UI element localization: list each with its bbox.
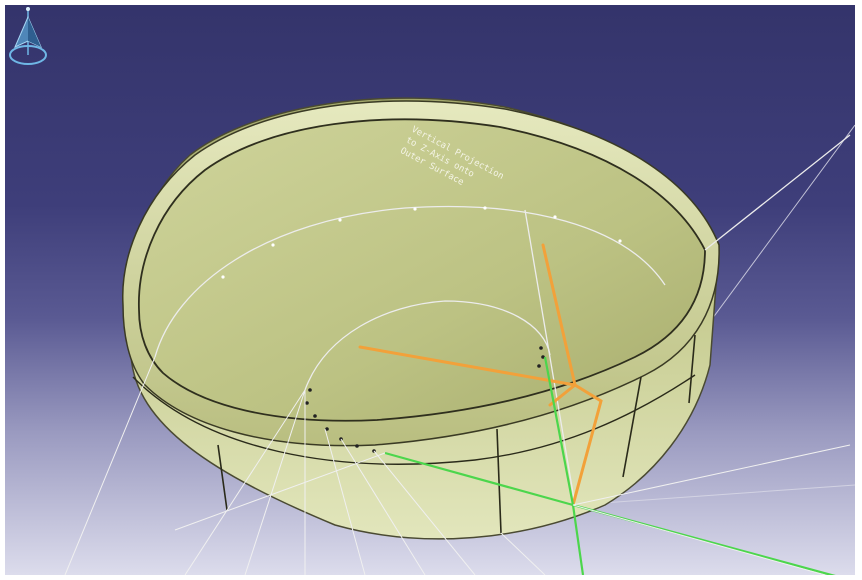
projection-curves xyxy=(154,134,851,506)
part-top-face[interactable] xyxy=(138,118,706,422)
compass-icon[interactable] xyxy=(5,5,51,71)
3d-viewport[interactable]: Vertical Projection to Z-Axis onto Outer… xyxy=(5,5,855,575)
part-scene: Vertical Projection to Z-Axis onto Outer… xyxy=(64,97,855,575)
construction-lines-front xyxy=(64,356,851,575)
wall-edges xyxy=(217,334,696,534)
curve-points xyxy=(221,206,622,279)
rim-lower-edge xyxy=(132,374,696,465)
projection-orange-lines xyxy=(358,243,603,507)
